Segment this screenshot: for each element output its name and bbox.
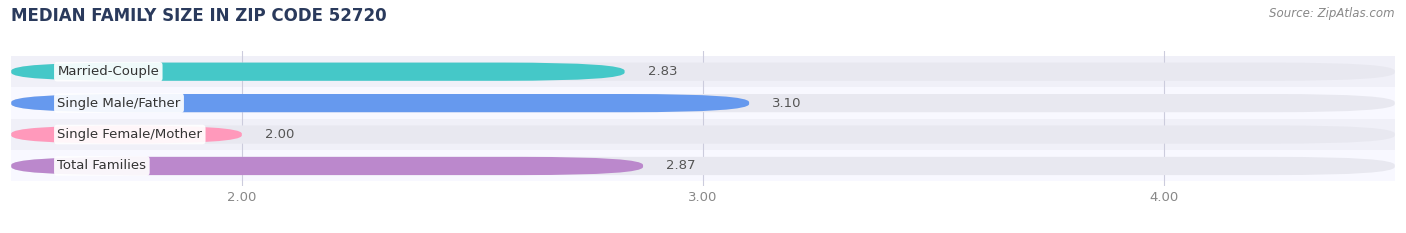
FancyBboxPatch shape	[11, 63, 1395, 81]
FancyBboxPatch shape	[11, 56, 1395, 87]
Text: Source: ZipAtlas.com: Source: ZipAtlas.com	[1270, 7, 1395, 20]
FancyBboxPatch shape	[11, 125, 242, 144]
Text: 2.87: 2.87	[666, 159, 696, 172]
Text: 2.83: 2.83	[648, 65, 678, 78]
Text: 2.00: 2.00	[264, 128, 294, 141]
FancyBboxPatch shape	[11, 157, 643, 175]
FancyBboxPatch shape	[11, 94, 1395, 112]
Text: MEDIAN FAMILY SIZE IN ZIP CODE 52720: MEDIAN FAMILY SIZE IN ZIP CODE 52720	[11, 7, 387, 25]
Text: 3.10: 3.10	[772, 97, 801, 110]
Text: Single Female/Mother: Single Female/Mother	[58, 128, 202, 141]
FancyBboxPatch shape	[11, 150, 1395, 181]
FancyBboxPatch shape	[11, 87, 1395, 119]
Text: Single Male/Father: Single Male/Father	[58, 97, 180, 110]
FancyBboxPatch shape	[11, 119, 1395, 150]
FancyBboxPatch shape	[11, 125, 1395, 144]
FancyBboxPatch shape	[11, 157, 1395, 175]
Text: Total Families: Total Families	[58, 159, 146, 172]
Text: Married-Couple: Married-Couple	[58, 65, 159, 78]
FancyBboxPatch shape	[11, 63, 624, 81]
FancyBboxPatch shape	[11, 94, 749, 112]
